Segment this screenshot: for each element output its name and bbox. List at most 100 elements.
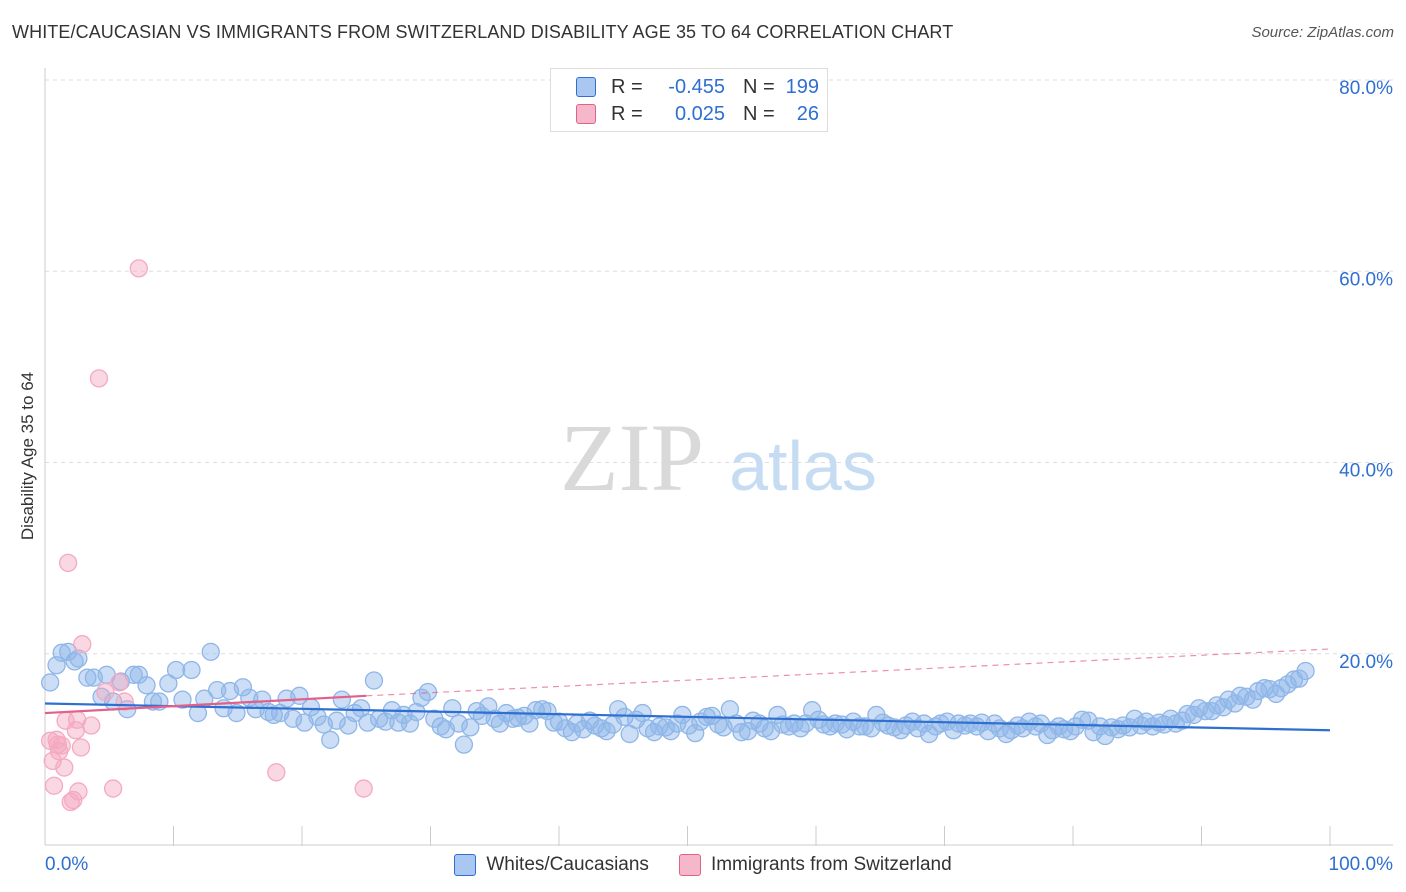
stats-legend: R = -0.455 N = 199 R = 0.025 N = 26 [550,68,828,132]
axes [44,68,1393,846]
point-whites [78,668,97,687]
point-whites [761,722,781,741]
point-whites [709,715,728,734]
point-whites [58,642,78,661]
point-immigrants [82,716,101,735]
point-immigrants [55,758,74,777]
point-whites [650,717,669,736]
trend-line-whites [44,702,1331,732]
grid [45,79,1393,655]
point-whites [592,719,611,738]
point-whites [873,713,892,732]
point-whites [597,722,616,741]
point-immigrants [43,751,62,770]
point-whites [332,690,351,709]
point-immigrants [110,673,129,692]
point-immigrants [103,779,123,798]
r-label: R = [611,75,643,98]
point-whites [1207,696,1227,715]
point-immigrants [129,259,148,278]
point-whites [454,735,474,754]
point-whites [673,705,692,725]
point-whites [1202,701,1221,721]
point-whites [732,723,751,742]
point-immigrants [96,682,115,702]
chart-title: WHITE/CAUCASIAN VS IMMIGRANTS FROM SWITZ… [12,22,954,42]
trend-line-immigrants [44,694,367,715]
point-immigrants [354,779,373,798]
y-tick-label: 60.0% [1339,269,1393,290]
point-whites [182,660,201,680]
point-whites [633,703,652,723]
point-whites [201,642,220,661]
trend-lines [44,648,1331,732]
stats-swatch-immigrants [576,104,596,124]
point-whites [137,676,156,695]
x-tick-label: 100.0% [1329,854,1394,875]
point-whites [1120,718,1139,737]
stats-row-immigrants: R = 0.025 N = 26 [576,101,819,127]
point-whites [283,709,303,728]
point-whites [855,717,874,736]
point-whites [264,705,283,725]
watermark-atlas: atlas [729,427,877,505]
point-immigrants [64,790,83,810]
watermark: ZIP atlas [560,404,877,511]
legend-item-immigrants[interactable]: Immigrants from Switzerland [678,854,952,876]
point-immigrants [73,635,92,654]
point-whites [538,701,557,721]
point-whites [124,665,143,684]
point-whites [364,671,384,690]
point-whites [208,680,227,700]
n-value: 199 [785,75,819,98]
point-whites [686,723,705,743]
point-immigrants [267,763,286,782]
point-whites [668,714,687,733]
point-whites [1243,690,1263,709]
point-immigrants [58,553,78,573]
point-whites [40,673,60,692]
point-whites [166,660,186,680]
point-whites [233,678,253,697]
point-whites [443,699,462,718]
point-whites [321,730,340,749]
y-tick-label: 40.0% [1339,461,1393,482]
point-immigrants [52,736,71,755]
y-tick-label: 80.0% [1339,78,1393,99]
r-value: 0.025 [674,102,725,125]
point-whites [850,717,869,736]
point-whites [358,713,377,732]
series-immigrants-switzerland [40,259,373,812]
legend-item-whites[interactable]: Whites/Caucasians [454,854,649,876]
point-whites [227,703,246,723]
source-label: Source: ZipAtlas.com [1251,24,1394,41]
tick-labels: 20.0% 40.0% 60.0% 80.0% 0.0% 100.0% [45,78,1393,875]
point-whites [562,723,581,742]
legend-swatch-whites [454,854,477,876]
stats-row-whites: R = -0.455 N = 199 [576,74,819,100]
r-value: -0.455 [668,75,725,98]
point-immigrants [69,782,88,801]
point-whites [615,707,634,727]
x-tick-label: 0.0% [45,854,88,875]
point-whites [1008,716,1027,735]
legend-swatch-immigrants [678,854,701,876]
watermark-zip: ZIP [560,404,704,511]
n-value: 26 [796,102,819,125]
y-axis-label: Disability Age 35 to 64 [18,371,37,541]
point-whites [449,714,468,733]
point-whites [1296,661,1315,681]
point-immigrants [71,738,91,757]
bottom-legend: Whites/Caucasians Immigrants from Switze… [0,850,1406,880]
point-whites [461,718,480,737]
legend-label-immigrants: Immigrants from Switzerland [710,854,952,875]
point-whites [1102,718,1121,737]
trend-extension-immigrants [366,648,1331,697]
point-whites [400,714,420,733]
y-tick-label: 20.0% [1339,652,1393,673]
point-whites [431,717,450,736]
point-immigrants [89,369,109,388]
n-label: N = [743,75,775,98]
point-whites [69,649,88,668]
